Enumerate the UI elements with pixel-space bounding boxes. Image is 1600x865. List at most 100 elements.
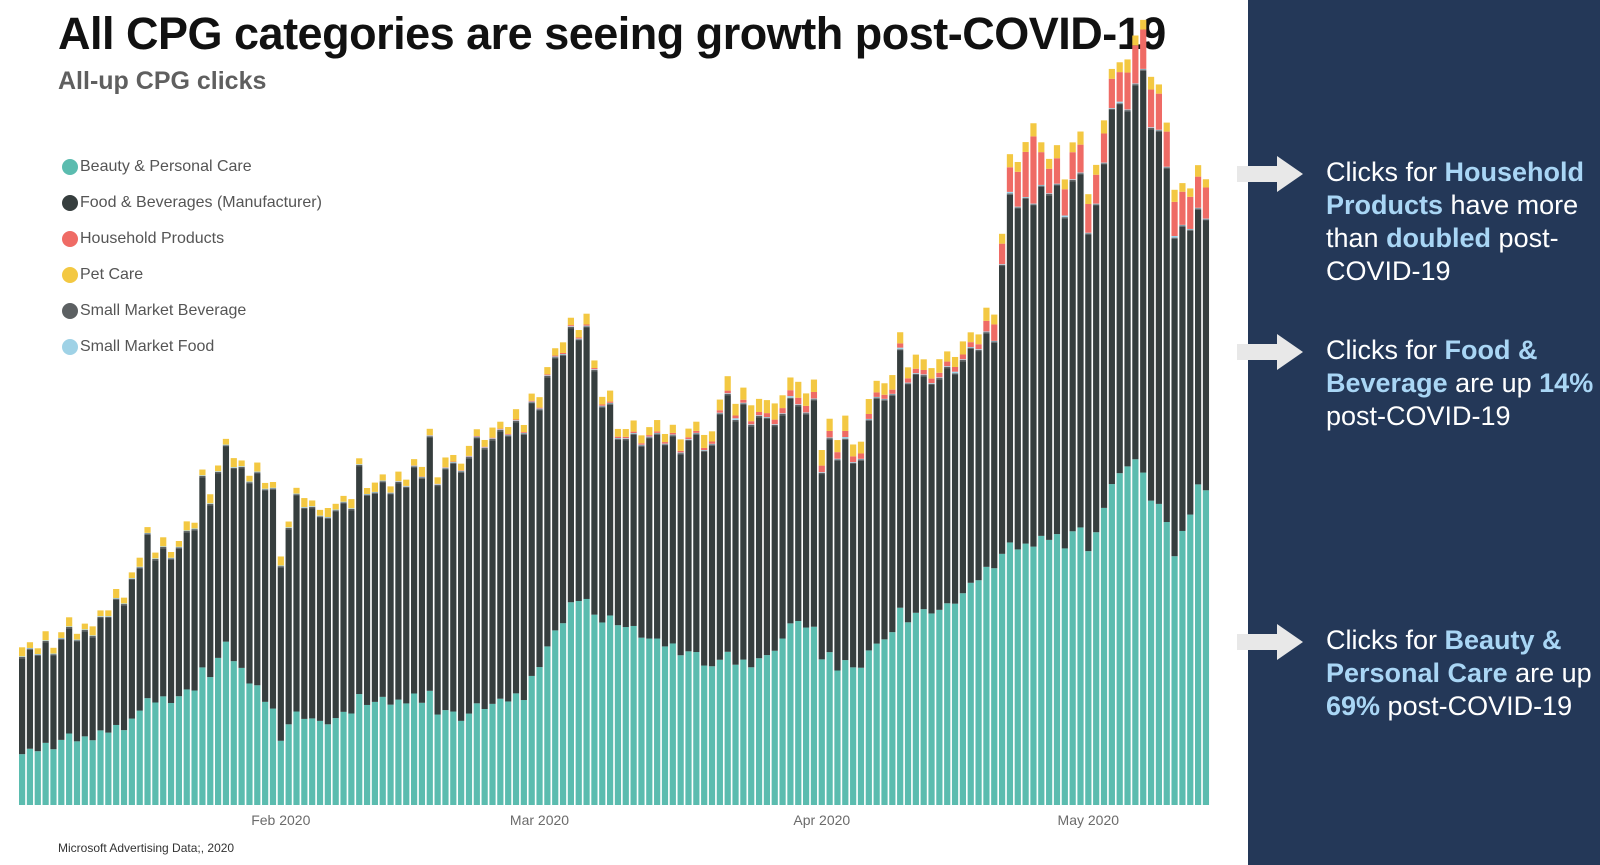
bar-segment-small-market-food <box>207 503 214 504</box>
bar-segment-beauty <box>152 702 159 805</box>
bar-segment-beauty <box>309 718 316 805</box>
legend-item[interactable]: Small Market Beverage <box>62 293 322 329</box>
bar-segment-food-beverages <box>1030 205 1037 547</box>
bar-segment-food-beverages <box>191 530 198 691</box>
arrow-right-icon <box>1237 334 1303 370</box>
legend-item[interactable]: Household Products <box>62 221 322 257</box>
legend-item[interactable]: Pet Care <box>62 257 322 293</box>
bar-segment-food-beverages <box>991 342 998 569</box>
bar-segment-beauty <box>716 659 723 805</box>
bar-segment-small-market-beverage <box>967 347 974 349</box>
bar-segment-beauty <box>66 733 73 805</box>
bar-segment-small-market-beverage <box>810 399 818 401</box>
bar-segment-pet-care <box>842 415 849 431</box>
bar-segment-small-market-beverage <box>803 413 810 415</box>
bar-segment-beauty <box>904 622 912 805</box>
bar-segment-beauty <box>105 732 112 805</box>
bar-segment-beauty <box>497 698 504 805</box>
bar-segment-pet-care <box>614 428 622 437</box>
bar-segment-beauty <box>473 703 480 805</box>
bar-segment-small-market-beverage <box>779 414 786 416</box>
arrow-right-icon <box>1237 156 1303 192</box>
bar-segment-beauty <box>42 742 49 805</box>
bar-segment-food-beverages <box>881 400 888 640</box>
bar-segment-food-beverages <box>1100 164 1108 508</box>
legend-item[interactable]: Small Market Food <box>62 329 322 365</box>
bar-segment-small-market-food <box>826 437 833 439</box>
bar-segment-household <box>520 432 527 433</box>
bar-segment-household <box>465 455 473 457</box>
bar-segment-household <box>810 391 818 399</box>
bar-segment-small-market-food <box>1030 203 1037 205</box>
legend-item[interactable]: Food & Beverages (Manufacturer) <box>62 185 322 221</box>
bar-segment-food-beverages <box>183 532 190 690</box>
bar-segment-household <box>779 408 786 414</box>
bar-segment-small-market-beverage <box>89 636 96 638</box>
arrow-right-icon <box>1237 624 1303 660</box>
bar-segment-beauty <box>183 689 190 805</box>
bar-segment-food-beverages <box>34 655 41 752</box>
bar-segment-food-beverages <box>520 434 527 701</box>
bar-segment-beauty <box>1030 546 1037 805</box>
bar-segment-beauty <box>1022 543 1029 805</box>
bar-segment-small-market-food <box>481 447 488 449</box>
bar-segment-small-market-beverage <box>1069 179 1076 182</box>
bar-segment-beauty <box>646 638 653 805</box>
bar-segment-food-beverages <box>450 463 457 712</box>
bar-segment-beauty <box>850 667 857 805</box>
bar-segment-small-market-food <box>708 443 716 445</box>
bar-segment-small-market-beverage <box>97 616 104 619</box>
bar-segment-small-market-food <box>238 466 245 467</box>
bar-segment-beauty <box>826 652 833 805</box>
bar-segment-food-beverages <box>1202 220 1210 491</box>
callout-text: Clicks for Food & Beverage are up 14% po… <box>1326 334 1598 433</box>
bar-segment-small-market-beverage <box>1124 110 1131 112</box>
bar-segment-food-beverages <box>669 436 676 644</box>
bar-segment-pet-care <box>881 383 888 395</box>
bar-segment-small-market-food <box>771 424 778 425</box>
callout-highlight: Food & Beverage <box>1326 335 1538 398</box>
bar-segment-pet-care <box>340 495 347 502</box>
legend-item[interactable]: Beauty & Personal Care <box>62 149 322 185</box>
bar-segment-pet-care <box>183 521 190 531</box>
bar-segment-food-beverages <box>395 483 402 700</box>
bar-segment-beauty <box>411 693 418 805</box>
bar-segment-small-market-beverage <box>912 373 919 375</box>
bar-segment-pet-care <box>1006 154 1014 168</box>
bar-segment-pet-care <box>701 434 708 448</box>
bar-segment-small-market-food <box>1187 228 1194 230</box>
bar-segment-pet-care <box>1163 122 1170 132</box>
bar-segment-household <box>575 337 582 339</box>
bar-segment-small-market-beverage <box>724 393 731 396</box>
bar-segment-pet-care <box>787 377 794 391</box>
bar-segment-beauty <box>128 718 135 805</box>
bar-segment-beauty <box>1202 490 1210 805</box>
bar-segment-food-beverages <box>89 637 96 741</box>
bar-segment-food-beverages <box>26 649 34 749</box>
bar-segment-small-market-food <box>740 402 747 404</box>
bar-segment-food-beverages <box>348 510 355 714</box>
bar-segment-small-market-food <box>677 452 684 454</box>
bar-segment-small-market-beverage <box>1046 193 1053 196</box>
bar-segment-pet-care <box>826 418 833 431</box>
bar-segment-food-beverages <box>42 642 49 743</box>
bar-segment-pet-care <box>128 572 135 579</box>
bar-segment-pet-care <box>136 557 143 567</box>
bar-segment-food-beverages <box>622 440 629 628</box>
bar-segment-food-beverages <box>442 469 449 711</box>
legend-swatch <box>62 339 78 355</box>
bar-segment-food-beverages <box>693 434 700 653</box>
bar-segment-food-beverages <box>897 350 904 608</box>
bar-segment-food-beverages <box>152 560 159 703</box>
bar-segment-household <box>1006 167 1014 192</box>
bar-segment-small-market-beverage <box>654 433 661 435</box>
bar-segment-beauty <box>269 708 277 805</box>
bar-segment-household <box>889 389 896 394</box>
bar-segment-household <box>1100 133 1108 163</box>
bar-segment-beauty <box>262 701 269 805</box>
bar-segment-beauty <box>379 696 386 805</box>
bar-segment-small-market-food <box>857 458 865 460</box>
bar-segment-pet-care <box>199 469 206 476</box>
bar-segment-pet-care <box>677 439 684 451</box>
bar-segment-beauty <box>120 730 128 805</box>
